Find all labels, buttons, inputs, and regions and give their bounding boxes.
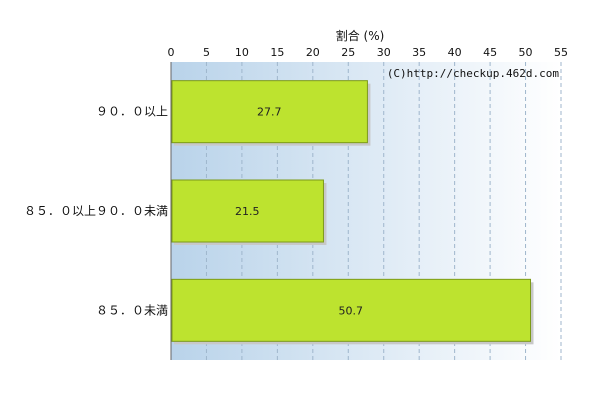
x-tick-label: 0: [168, 46, 175, 59]
x-tick-label: 30: [377, 46, 391, 59]
bar: [171, 80, 368, 144]
bar-value-label: 21.5: [235, 205, 260, 218]
category-label: ９０．０以上: [96, 105, 168, 119]
bars: 27.7 21.5 50.7: [171, 80, 534, 345]
x-axis-title: 割合 (%): [336, 28, 385, 43]
copyright-annotation: (C)http://checkup.462d.com: [387, 67, 560, 80]
x-tick-label: 25: [341, 46, 355, 59]
bar: [171, 278, 532, 342]
bar-value-label: 50.7: [339, 304, 364, 317]
category-label: ８５．０未満: [96, 303, 168, 317]
x-tick-label: 55: [554, 46, 568, 59]
y-axis-categories: ９０．０以上 ８５．０以上９０．０未満 ８５．０未満: [24, 105, 168, 318]
bar-value-label: 27.7: [257, 106, 282, 119]
x-axis-ticks: 0 5 10 15 20 25 30 35 40 45 50 55: [168, 46, 569, 59]
bar: [171, 179, 324, 243]
x-tick-label: 35: [412, 46, 426, 59]
x-tick-label: 15: [270, 46, 284, 59]
x-tick-label: 20: [306, 46, 320, 59]
x-tick-label: 5: [203, 46, 210, 59]
x-tick-label: 10: [235, 46, 249, 59]
x-tick-label: 45: [483, 46, 497, 59]
x-tick-label: 50: [519, 46, 533, 59]
category-label: ８５．０以上９０．０未満: [24, 204, 168, 218]
x-tick-label: 40: [448, 46, 462, 59]
